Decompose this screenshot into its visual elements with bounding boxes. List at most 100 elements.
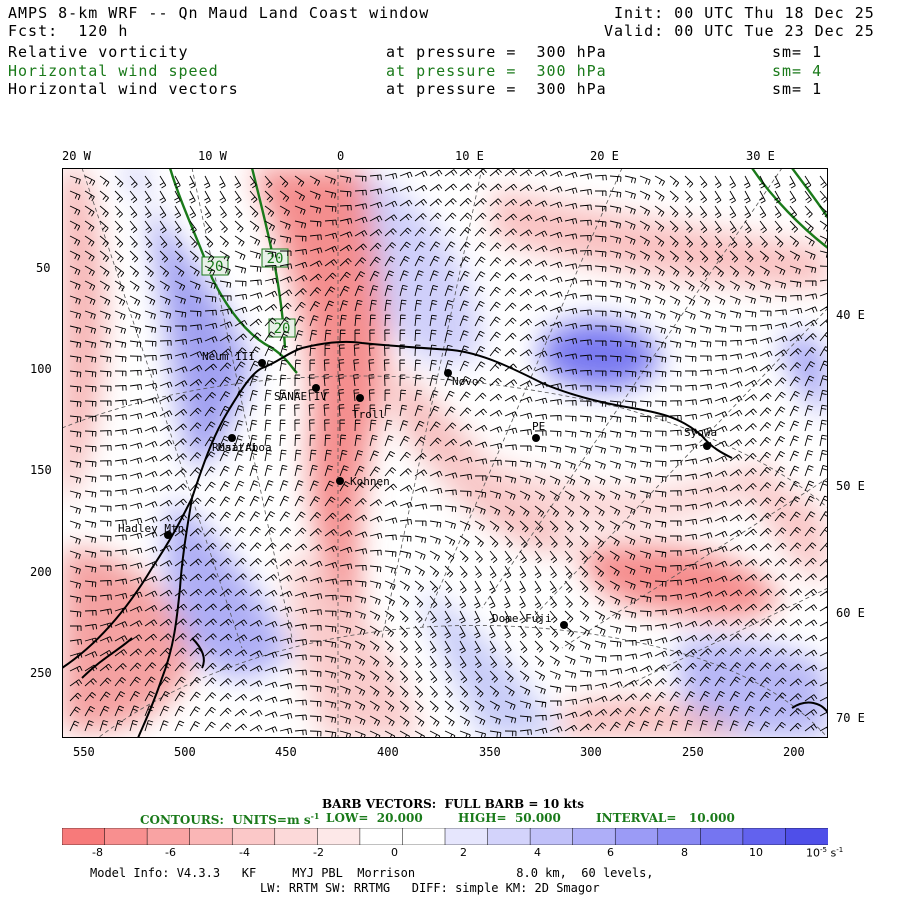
field-smoothing-vectors: sm= 1 — [772, 80, 823, 98]
grid-y-label-250: 250 — [30, 666, 52, 680]
colorbar-label-m4: -4 — [239, 846, 250, 859]
station-label-pe: PE — [532, 420, 545, 433]
field-smoothing-vorticity: sm= 1 — [772, 43, 823, 61]
station-label-rosa-aboa: Rosa/Aboa — [212, 441, 272, 454]
colorbar-label-0: 0 — [391, 846, 398, 859]
colorbar-swatch — [317, 827, 361, 846]
map-panel: 20 20 20 Neum III SANAE IV Troll Novo PE… — [61, 167, 833, 769]
station-label-troll: Troll — [352, 408, 385, 421]
grid-x-label-400: 400 — [377, 745, 399, 759]
contour-label-a: 20 — [207, 259, 224, 275]
forecast-hour: Fcst: 120 h — [8, 22, 129, 40]
station-marker-kohnen — [336, 477, 344, 485]
station-marker-neumayer — [258, 359, 266, 367]
colorbar-swatch — [487, 827, 531, 846]
contour-label-c: 20 — [274, 321, 291, 337]
colorbar-label-2: 2 — [460, 846, 467, 859]
grid-x-label-350: 350 — [479, 745, 501, 759]
model-info: Model Info: V4.3.3 KF MYJ PBL Morrison 8… — [90, 866, 654, 880]
contour-units: CONTOURS: UNITS=m s-1 — [140, 811, 320, 827]
station-marker-maitri — [228, 434, 236, 442]
colorbar-swatch — [61, 827, 106, 846]
colorbar-swatch — [657, 827, 702, 846]
station-marker-troll — [356, 394, 364, 402]
grid-x-label-550: 550 — [73, 745, 95, 759]
colorbar-swatch — [359, 827, 404, 846]
colorbar-swatches — [61, 827, 829, 846]
field-name-windspeed: Horizontal wind speed — [8, 62, 219, 80]
station-marker-novo — [444, 369, 452, 377]
colorbar-label-m6: -6 — [165, 846, 176, 859]
coastline — [61, 340, 829, 739]
lon-label-20e: 20 E — [590, 149, 619, 163]
grid-x-label-300: 300 — [580, 745, 602, 759]
colorbar-swatch — [274, 827, 319, 846]
lon-label-40e: 40 E — [836, 308, 865, 322]
contour-labels: 20 20 20 — [201, 248, 296, 338]
wind-barb-field — [69, 168, 833, 741]
grid-x-label-450: 450 — [275, 745, 297, 759]
station-label-kohnen: Kohnen — [350, 475, 390, 488]
colorbar-label-8: 8 — [681, 846, 688, 859]
colorbar-units: 10-5 s-1 — [806, 846, 844, 860]
colorbar-swatch — [189, 827, 233, 846]
colorbar-swatch — [614, 827, 659, 846]
field-name-vorticity: Relative vorticity — [8, 43, 189, 61]
colorbar-label-m8: -8 — [92, 846, 103, 859]
init-time: Init: 00 UTC Thu 18 Dec 25 — [614, 4, 875, 22]
colorbar-label-m2: -2 — [313, 846, 324, 859]
colorbar-swatch — [700, 827, 744, 846]
map-canvas: 20 20 20 Neum III SANAE IV Troll Novo PE… — [61, 167, 833, 769]
lon-label-10w: 10 W — [198, 149, 227, 163]
field-smoothing-windspeed: sm= 4 — [772, 62, 823, 80]
map-title: AMPS 8-km WRF -- Qn Maud Land Coast wind… — [8, 4, 430, 22]
colorbar-swatch — [402, 827, 446, 846]
colorbar-swatch — [572, 827, 616, 846]
grid-x-label-250: 250 — [682, 745, 704, 759]
wind-barbs — [69, 168, 833, 741]
colorbar-label-4: 4 — [534, 846, 541, 859]
lon-label-10e: 10 E — [455, 149, 484, 163]
valid-time: Valid: 00 UTC Tue 23 Dec 25 — [604, 22, 875, 40]
lon-label-70e: 70 E — [836, 711, 865, 725]
station-marker-pe — [532, 434, 540, 442]
grid-x-label-200: 200 — [783, 745, 805, 759]
colorbar-swatch — [104, 827, 148, 846]
map-frame — [62, 168, 828, 738]
field-name-vectors: Horizontal wind vectors — [8, 80, 239, 98]
lon-label-60e: 60 E — [836, 606, 865, 620]
contour-low: LOW= 20.000 — [326, 811, 423, 825]
grid-x-label-500: 500 — [174, 745, 196, 759]
grid-y-label-100: 100 — [30, 362, 52, 376]
lon-label-20w: 20 W — [62, 149, 91, 163]
grid-y-label-50: 50 — [36, 261, 51, 275]
station-label-syowa: Syowa — [684, 426, 717, 439]
barb-legend: BARB VECTORS: FULL BARB = 10 kts — [322, 797, 585, 811]
field-level-windspeed: at pressure = 300 hPa — [386, 62, 607, 80]
grid-y-label-150: 150 — [30, 463, 52, 477]
station-label-neumayer: Neum III — [202, 350, 255, 363]
graticule — [61, 167, 829, 769]
lon-label-0: 0 — [337, 149, 345, 163]
contour-high: HIGH= 50.000 — [458, 811, 561, 825]
colorbar-swatch — [529, 827, 574, 846]
station-label-maitri: Maitri — [218, 441, 258, 454]
contour-label-b: 20 — [267, 251, 284, 267]
colorbar-swatch — [444, 827, 489, 846]
colorbar-label-10: 10 — [749, 846, 763, 859]
colorbar-swatch — [785, 827, 829, 846]
colorbar-swatch — [742, 827, 787, 846]
grid-y-label-200: 200 — [30, 565, 52, 579]
lon-label-30e: 30 E — [746, 149, 775, 163]
colorbar-swatch — [231, 827, 276, 846]
vorticity-colorbar — [61, 827, 829, 846]
colorbar-label-6: 6 — [607, 846, 614, 859]
lon-label-50e: 50 E — [836, 479, 865, 493]
physics-info: LW: RRTM SW: RRTMG DIFF: simple KM: 2D S… — [260, 881, 600, 895]
colorbar-swatch — [146, 827, 191, 846]
station-label-sanae: SANAE IV — [274, 390, 327, 403]
contour-interval: INTERVAL= 10.000 — [596, 811, 735, 825]
station-label-novo: Novo — [452, 375, 479, 388]
field-level-vectors: at pressure = 300 hPa — [386, 80, 607, 98]
field-level-vorticity: at pressure = 300 hPa — [386, 43, 607, 61]
